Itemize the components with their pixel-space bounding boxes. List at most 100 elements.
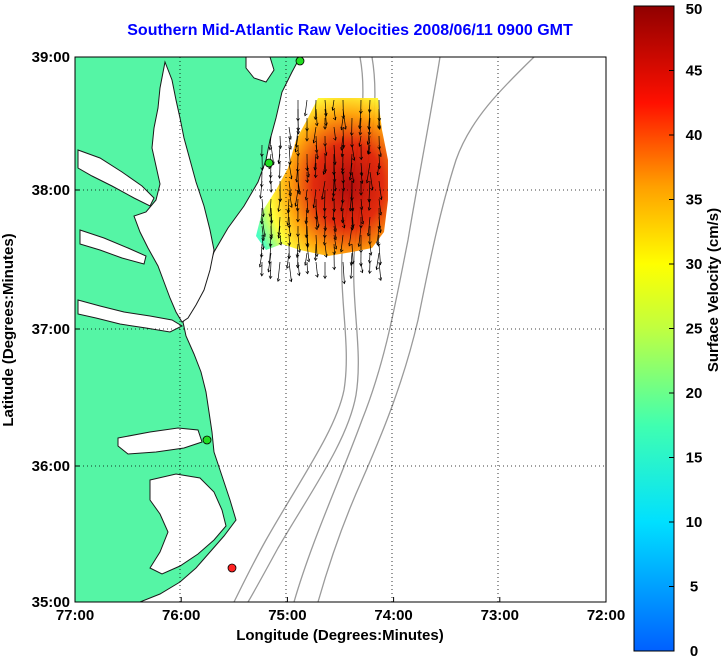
- colorbar-tick-label: 40: [686, 127, 703, 144]
- velocity-arrow-head: [305, 179, 309, 184]
- velocity-arrow-head: [367, 109, 372, 113]
- velocity-arrow: [341, 144, 344, 157]
- velocity-arrow: [378, 261, 382, 281]
- velocity-arrow-head: [323, 126, 327, 130]
- velocity-arrow-head: [321, 196, 325, 200]
- velocity-arrow-head: [332, 116, 337, 121]
- velocity-arrow: [261, 198, 264, 217]
- velocity-arrow: [296, 198, 299, 211]
- velocity-arrow-head: [287, 242, 292, 246]
- velocity-arrow: [306, 243, 310, 262]
- velocity-arrow: [269, 198, 272, 217]
- velocity-arrow: [315, 234, 318, 257]
- velocity-arrow: [378, 117, 381, 130]
- velocity-arrow-head: [313, 174, 318, 179]
- velocity-arrow-head: [312, 139, 317, 144]
- velocity-arrow: [314, 153, 317, 170]
- velocity-arrow: [288, 180, 292, 196]
- x-tick-label: 77:00: [56, 607, 94, 624]
- velocity-arrow: [269, 234, 272, 247]
- velocity-arrow-head: [304, 220, 309, 225]
- y-tick-label: 35:00: [32, 594, 70, 611]
- station-marker-active: [227, 563, 237, 573]
- delaware-bay: [245, 57, 275, 83]
- velocity-arrow: [288, 189, 293, 208]
- velocity-arrow: [304, 99, 308, 116]
- velocity-arrow: [333, 225, 337, 240]
- velocity-arrow: [295, 135, 299, 152]
- velocity-arrow: [315, 144, 319, 159]
- velocity-arrow-head: [342, 280, 346, 285]
- y-tick-label: 39:00: [32, 49, 70, 66]
- velocity-arrow: [378, 243, 381, 265]
- velocity-arrow: [369, 171, 373, 190]
- velocity-arrow: [306, 162, 310, 177]
- velocity-arrow: [314, 99, 317, 120]
- velocity-arrow: [333, 144, 336, 165]
- rappahannock-river: [79, 229, 147, 265]
- velocity-arrow: [368, 144, 371, 155]
- velocity-arrow: [288, 135, 292, 150]
- velocity-arrow: [270, 171, 272, 184]
- station-marker: [202, 435, 212, 445]
- velocity-arrow-head: [315, 155, 319, 160]
- y-axis-label: Latitude (Degrees:Minutes): [0, 233, 17, 426]
- velocity-arrow-head: [322, 242, 327, 246]
- chesapeake-bay: [133, 60, 215, 323]
- velocity-arrow: [323, 234, 326, 246]
- velocity-arrow-head: [350, 207, 355, 212]
- velocity-arrow-head: [295, 168, 300, 173]
- velocity-arrow-head: [278, 145, 283, 150]
- velocity-arrow-head: [348, 242, 352, 247]
- velocity-arrow-head: [359, 192, 363, 196]
- velocity-arrow-head: [367, 270, 372, 275]
- colorbar-tick-label: 10: [686, 514, 703, 531]
- velocity-arrow-head: [351, 157, 356, 161]
- velocity-arrow-head: [312, 204, 317, 209]
- velocity-arrow-head: [322, 208, 327, 212]
- velocity-arrow: [359, 108, 362, 129]
- station-marker: [264, 158, 274, 168]
- velocity-arrow-head: [359, 269, 364, 274]
- velocity-arrow: [279, 234, 282, 246]
- colorbar-tick-label: 35: [686, 192, 703, 209]
- velocity-arrow: [297, 234, 301, 253]
- velocity-arrow: [342, 126, 345, 148]
- velocity-arrow-head: [341, 187, 346, 192]
- velocity-arrow: [376, 252, 380, 270]
- velocity-arrow-head: [289, 204, 293, 208]
- colorbar-tick-label: 50: [686, 1, 703, 18]
- velocity-arrow: [332, 189, 335, 201]
- velocity-arrow: [261, 225, 265, 241]
- velocity-arrow-head: [278, 198, 282, 203]
- velocity-arrow-head: [278, 241, 283, 246]
- velocity-arrow-head: [370, 186, 374, 191]
- velocity-arrow-head: [332, 266, 337, 271]
- velocity-arrow: [286, 252, 290, 269]
- velocity-arrow-head: [377, 126, 382, 130]
- colorbar-tick-label: 5: [690, 579, 698, 596]
- velocity-arrow: [288, 261, 292, 282]
- velocity-arrow: [268, 243, 272, 264]
- velocity-arrow-head: [359, 156, 363, 161]
- velocity-arrow: [378, 198, 382, 215]
- colorbar-tick-label: 45: [686, 63, 703, 80]
- velocity-arrow: [305, 189, 308, 200]
- velocity-arrow-head: [286, 209, 291, 214]
- velocity-arrow-head: [375, 266, 380, 271]
- velocity-arrow: [294, 189, 299, 207]
- grid-lines: [75, 57, 606, 602]
- velocity-arrow: [306, 261, 309, 274]
- velocity-arrow-head: [332, 251, 337, 255]
- velocity-arrow: [368, 180, 371, 202]
- velocity-arrow-head: [277, 208, 281, 212]
- velocity-arrow-head: [267, 268, 271, 273]
- velocity-arrow-head: [314, 122, 319, 127]
- velocity-arrow-head: [339, 248, 344, 253]
- velocity-arrow: [359, 117, 362, 135]
- velocity-field: [256, 98, 388, 256]
- velocity-arrow-head: [359, 206, 364, 211]
- velocity-arrow-head: [360, 220, 365, 225]
- velocity-arrow-head: [367, 207, 372, 211]
- velocity-arrow-head: [333, 137, 337, 141]
